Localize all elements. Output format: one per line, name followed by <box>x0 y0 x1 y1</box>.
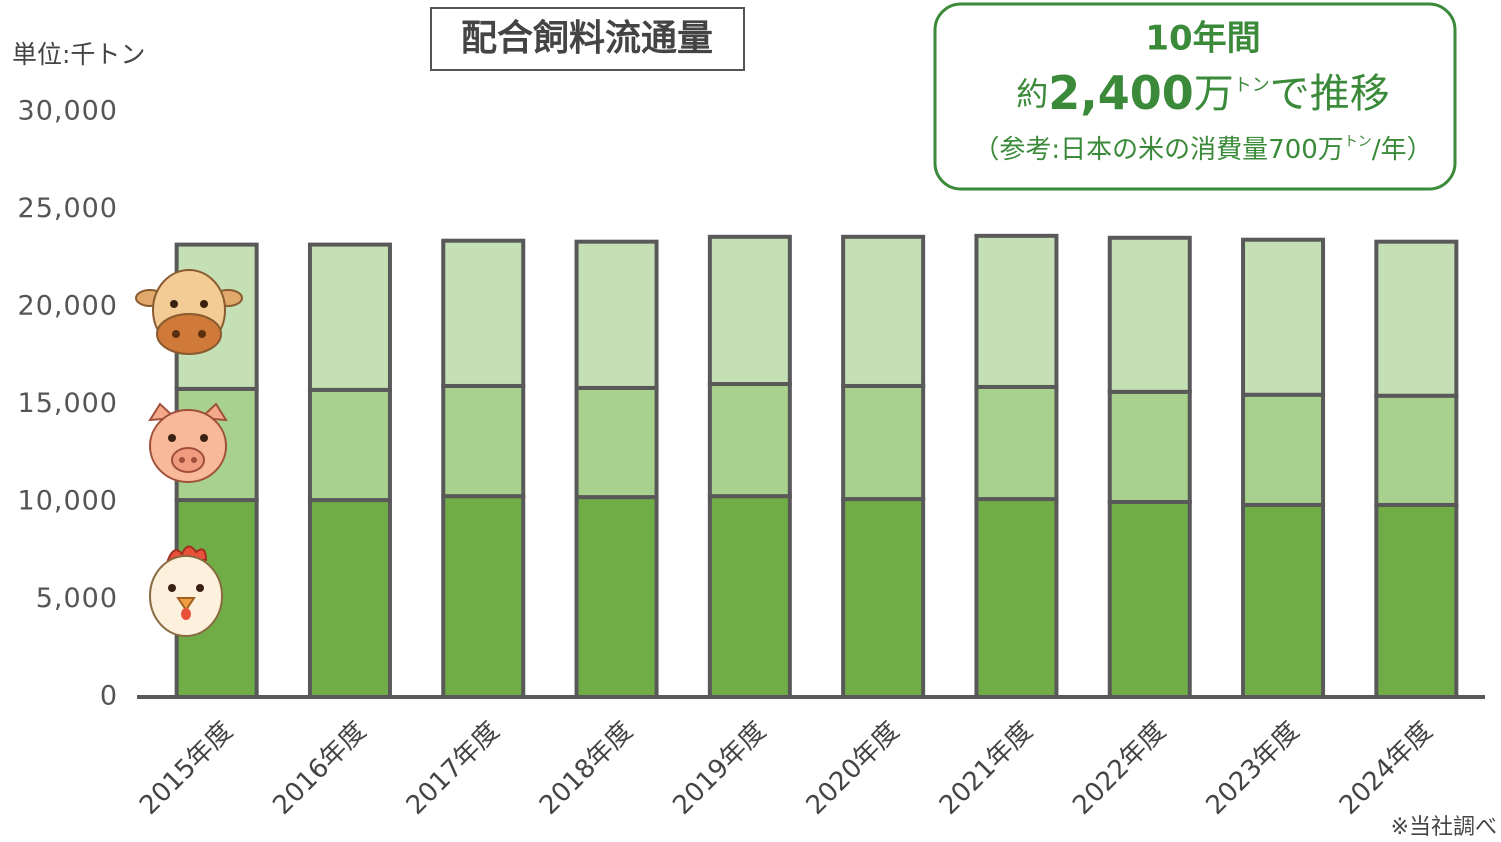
x-tick-label: 2021年度 <box>934 716 1039 821</box>
bar-segment <box>1374 502 1459 699</box>
bar-segment <box>1241 502 1326 699</box>
callout-line1: 10年間 <box>1145 19 1260 59</box>
x-tick-label: 2015年度 <box>134 716 239 821</box>
bar-segment <box>307 387 392 503</box>
bar-segment <box>441 494 526 699</box>
y-tick-label: 20,000 <box>18 291 118 322</box>
bar-segment <box>1241 392 1326 507</box>
callout-unit: 万 <box>1194 71 1234 117</box>
bar-segment <box>974 233 1059 389</box>
bar-segment <box>1241 237 1326 397</box>
bar-segment <box>1107 500 1192 699</box>
x-tick-label: 2017年度 <box>401 716 506 821</box>
bar-segment <box>841 234 926 388</box>
bar-segment <box>974 497 1059 700</box>
chicken-icon <box>149 545 223 637</box>
note-ton: トン <box>1344 134 1372 150</box>
x-tick-label: 2020年度 <box>801 716 906 821</box>
note-main: （参考:日本の米の消費量700万 <box>973 135 1343 165</box>
note-end: /年） <box>1372 135 1433 165</box>
bar-segment <box>307 498 392 699</box>
bar-segment <box>574 385 659 500</box>
bar-segment <box>307 242 392 392</box>
unit-label: 単位:千トン <box>12 40 145 69</box>
pig-icon <box>148 402 228 483</box>
bar-segment <box>707 382 792 499</box>
y-tick-label: 25,000 <box>18 193 118 224</box>
bar-segment <box>574 495 659 699</box>
bar-segment <box>974 384 1059 502</box>
plot: 0 5,000 10,000 15,000 20,000 25,000 30,000 2015… <box>18 96 1485 821</box>
bar-segment <box>841 497 926 700</box>
x-tick-label: 2023年度 <box>1201 716 1306 821</box>
bar-segment <box>574 239 659 390</box>
title-box <box>430 7 745 71</box>
y-tick-label: 15,000 <box>18 388 118 419</box>
callout-amount: 2,400 <box>1048 66 1194 120</box>
bar-segment <box>707 494 792 699</box>
bar-segment <box>1107 389 1192 505</box>
chart-title: 配合飼料流通量 <box>461 18 713 59</box>
x-tick-label: 2024年度 <box>1334 716 1439 821</box>
bar-segment <box>1107 235 1192 394</box>
bar-segment <box>841 383 926 502</box>
y-tick-label: 5,000 <box>36 583 118 614</box>
bar-segment <box>441 383 526 499</box>
callout-prefix: 約 <box>1016 75 1048 113</box>
cow-icon <box>135 269 243 355</box>
y-tick-label: 10,000 <box>18 486 118 517</box>
callout-ton: トン <box>1234 75 1270 96</box>
x-tick-label: 2019年度 <box>667 716 772 821</box>
callout-note: （参考:日本の米の消費量700万トン/年） <box>973 134 1432 165</box>
callout-suffix: で推移 <box>1270 71 1390 117</box>
callout-box <box>933 2 1457 191</box>
bar-segment <box>707 234 792 387</box>
bar-segment <box>1374 393 1459 507</box>
bar-segment <box>441 238 526 388</box>
bar-segment <box>1374 239 1459 398</box>
x-tick-label: 2016年度 <box>267 716 372 821</box>
source-note: ※当社調べ <box>1391 815 1497 840</box>
y-tick-label: 30,000 <box>18 96 118 127</box>
callout-line2: 約2,400万トンで推移 <box>1016 66 1390 120</box>
x-tick-label: 2018年度 <box>534 716 639 821</box>
y-tick-label: 0 <box>100 681 118 712</box>
x-tick-label: 2022年度 <box>1067 716 1172 821</box>
